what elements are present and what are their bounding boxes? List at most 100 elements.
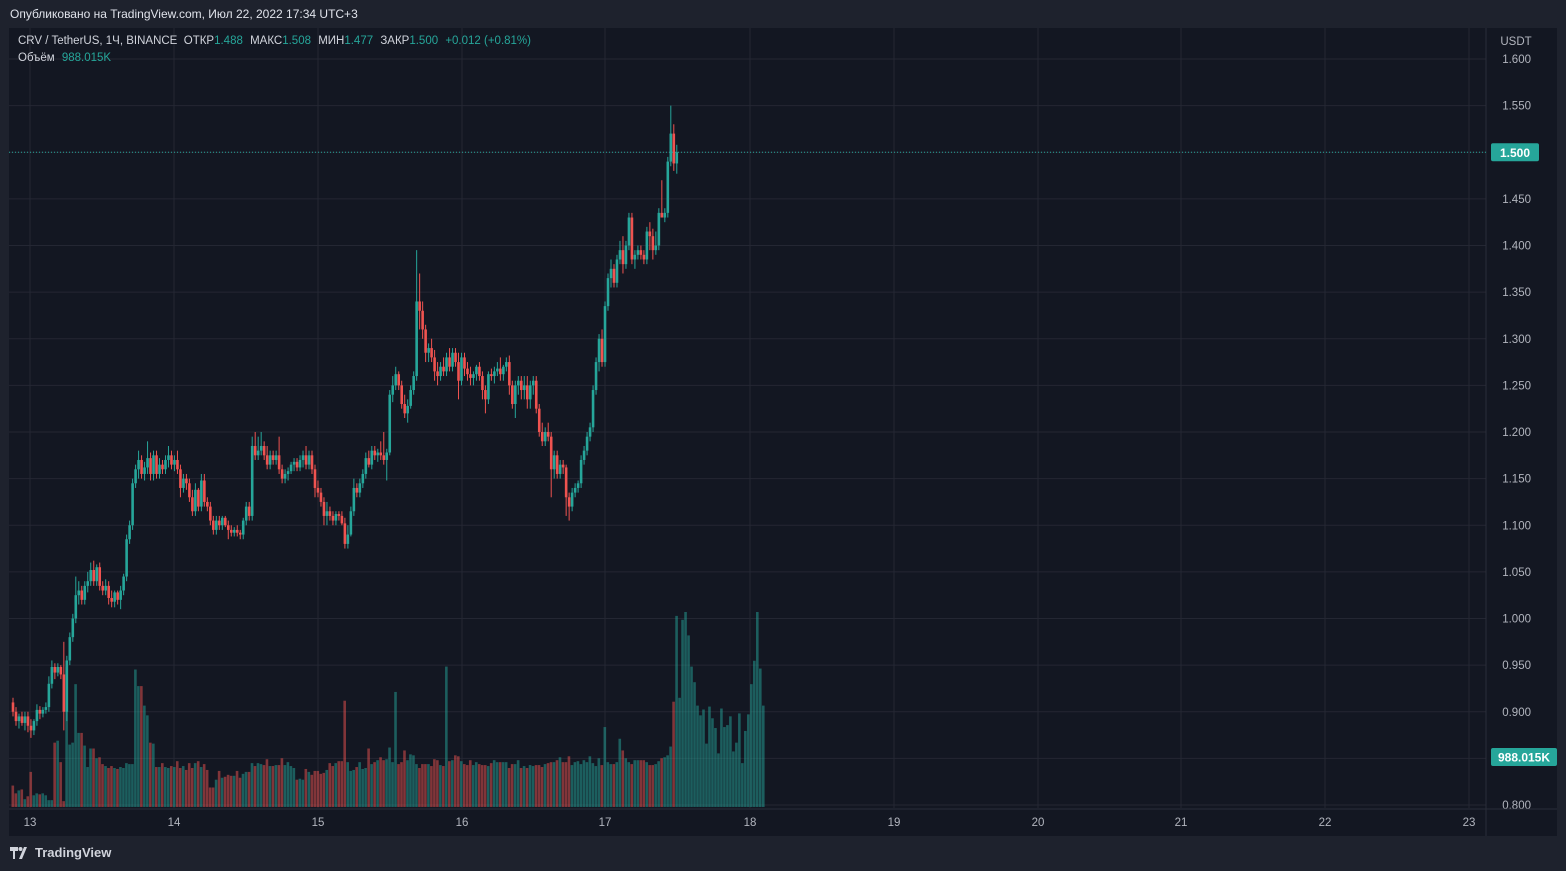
volume-bar[interactable] [720,708,723,807]
candle-body[interactable] [478,366,481,377]
volume-bar[interactable] [761,705,765,807]
candle-body[interactable] [609,268,613,279]
candle-body[interactable] [472,374,475,378]
volume-bar[interactable] [340,761,343,807]
volume-bar[interactable] [74,684,77,807]
candle-body[interactable] [310,455,314,470]
volume-bar[interactable] [337,761,341,807]
candle-body[interactable] [59,666,63,675]
volume-bar[interactable] [696,705,699,807]
volume-bar[interactable] [483,765,487,807]
volume-bar[interactable] [693,682,696,807]
candle-body[interactable] [517,380,520,386]
volume-bar[interactable] [657,761,660,807]
volume-bar[interactable] [202,764,206,807]
volume-bar[interactable] [609,764,613,807]
candle-body[interactable] [212,520,215,530]
candle-body[interactable] [307,455,311,465]
candle-body[interactable] [89,570,93,582]
candle-body[interactable] [382,455,386,460]
volume-bar[interactable] [161,763,164,807]
volume-bar[interactable] [732,751,735,807]
volume-bar[interactable] [741,763,744,807]
candle-body[interactable] [373,450,377,456]
candle-body[interactable] [430,348,433,358]
volume-bar[interactable] [427,764,430,807]
volume-bar[interactable] [71,742,74,807]
candle-body[interactable] [271,455,275,460]
candle-body[interactable] [128,525,131,540]
volume-bar[interactable] [41,793,44,807]
volume-bar[interactable] [576,761,580,807]
candle-body[interactable] [218,520,221,526]
volume-bar[interactable] [26,796,30,807]
candle-body[interactable] [615,259,619,283]
candle-body[interactable] [215,520,218,530]
volume-bar[interactable] [370,764,373,807]
volume-bar[interactable] [660,758,663,807]
volume-bar[interactable] [618,738,622,807]
candle-body[interactable] [32,721,36,731]
candle-body[interactable] [421,310,424,330]
candle-body[interactable] [439,366,442,377]
candle-body[interactable] [173,459,176,465]
volume-bar[interactable] [454,755,457,807]
candle-body[interactable] [125,539,128,577]
candle-body[interactable] [253,445,257,456]
volume-bar[interactable] [149,742,152,807]
candle-body[interactable] [499,368,502,375]
candle-body[interactable] [585,436,589,451]
volume-bar[interactable] [477,764,481,807]
volume-bar[interactable] [567,756,571,807]
candle-body[interactable] [394,374,398,386]
volume-bar[interactable] [50,800,53,807]
volume-bar[interactable] [146,715,149,807]
volume-bar[interactable] [193,763,197,807]
volume-bar[interactable] [208,787,212,808]
volume-bar[interactable] [669,746,672,807]
candle-body[interactable] [445,357,448,372]
volume-bar[interactable] [594,766,598,807]
volume-bar[interactable] [14,793,18,807]
volume-bar[interactable] [175,761,179,807]
candle-body[interactable] [274,455,278,460]
candle-body[interactable] [388,394,392,453]
volume-bar[interactable] [274,765,278,807]
volume-bar[interactable] [711,718,714,807]
volume-bar[interactable] [681,619,684,807]
volume-bar[interactable] [119,767,122,807]
candle-body[interactable] [319,492,323,502]
candle-body[interactable] [95,567,99,582]
volume-bar[interactable] [163,767,167,807]
candle-body[interactable] [508,362,511,386]
volume-bar[interactable] [543,764,547,807]
volume-bar[interactable] [155,767,158,807]
candle-body[interactable] [328,511,332,516]
volume-bar[interactable] [534,765,538,807]
volume-bar[interactable] [430,766,433,807]
candle-body[interactable] [522,385,526,391]
candle-body[interactable] [295,461,299,468]
volume-bar[interactable] [226,774,230,807]
candle-body[interactable] [651,236,655,251]
volume-bar[interactable] [591,763,595,807]
candle-body[interactable] [74,595,78,619]
volume-bar[interactable] [373,762,376,807]
candle-body[interactable] [391,385,395,395]
volume-bar[interactable] [220,777,224,807]
candle-body[interactable] [343,523,347,544]
candle-body[interactable] [265,455,269,465]
volume-bar[interactable] [238,777,242,807]
volume-bar[interactable] [738,713,741,807]
volume-bar[interactable] [702,709,705,808]
candle-body[interactable] [484,390,487,400]
candle-body[interactable] [567,497,571,507]
volume-bar[interactable] [540,767,544,807]
candle-body[interactable] [17,716,21,722]
candle-body[interactable] [561,464,565,468]
volume-bar[interactable] [143,705,146,807]
candle-body[interactable] [487,374,490,400]
volume-bar[interactable] [507,768,511,807]
volume-bar[interactable] [59,762,62,807]
volume-bar[interactable] [391,762,394,807]
